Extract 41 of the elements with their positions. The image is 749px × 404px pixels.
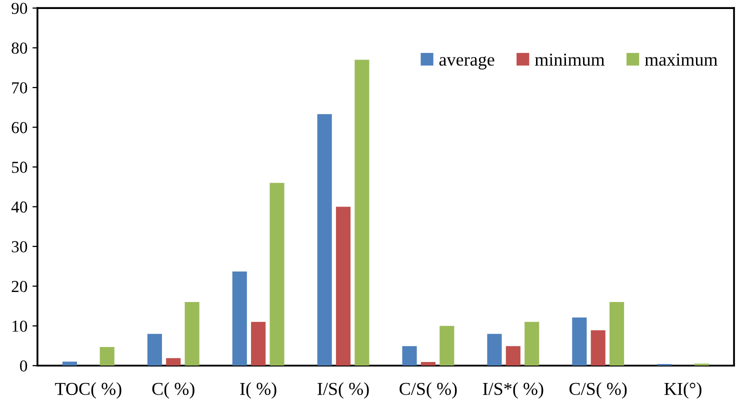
- x-tick-label: I/S*( %): [482, 382, 544, 399]
- y-tick-label: 0: [20, 360, 28, 372]
- y-tick-label: 20: [12, 280, 28, 292]
- x-tick-label: C/S( %): [400, 382, 457, 399]
- x-tick-label: C/S( %): [570, 382, 627, 399]
- x-tick-label: TOC( %): [55, 382, 122, 399]
- bar: [590, 330, 606, 366]
- legend-label: minimum: [534, 54, 605, 66]
- x-tick-label: I/S( %): [318, 382, 369, 399]
- y-tick-label: 70: [12, 82, 28, 94]
- bar: [62, 362, 78, 366]
- bar: [251, 322, 266, 366]
- legend-label: maximum: [644, 54, 718, 66]
- x-tick-label: I( %): [240, 382, 276, 399]
- bar: [270, 182, 284, 366]
- bar: [487, 334, 502, 366]
- bar: [100, 346, 114, 366]
- bar: [506, 346, 520, 366]
- y-tick-label: 40: [11, 201, 28, 213]
- y-tick-label: 50: [12, 162, 28, 173]
- bar: [420, 362, 436, 366]
- bar: [440, 326, 454, 366]
- x-tick-label: KI(°): [664, 382, 702, 399]
- y-tick-label: 60: [12, 122, 28, 134]
- bar: [610, 302, 624, 366]
- bar: [524, 322, 540, 366]
- bar: [402, 346, 417, 366]
- bar: [572, 318, 587, 366]
- y-tick-label: 90: [12, 2, 28, 14]
- bar: [147, 334, 162, 366]
- x-tick-label: C( %): [152, 382, 194, 399]
- legend-label: average: [439, 56, 494, 70]
- bar: [184, 302, 200, 366]
- y-tick-label: 80: [12, 42, 28, 54]
- y-tick-label: 30: [12, 241, 28, 252]
- y-tick-label: 10: [12, 320, 28, 332]
- bar: [317, 114, 332, 366]
- bar: [336, 206, 351, 366]
- bar: [354, 60, 370, 366]
- bar: [232, 271, 247, 366]
- bar: [166, 358, 181, 366]
